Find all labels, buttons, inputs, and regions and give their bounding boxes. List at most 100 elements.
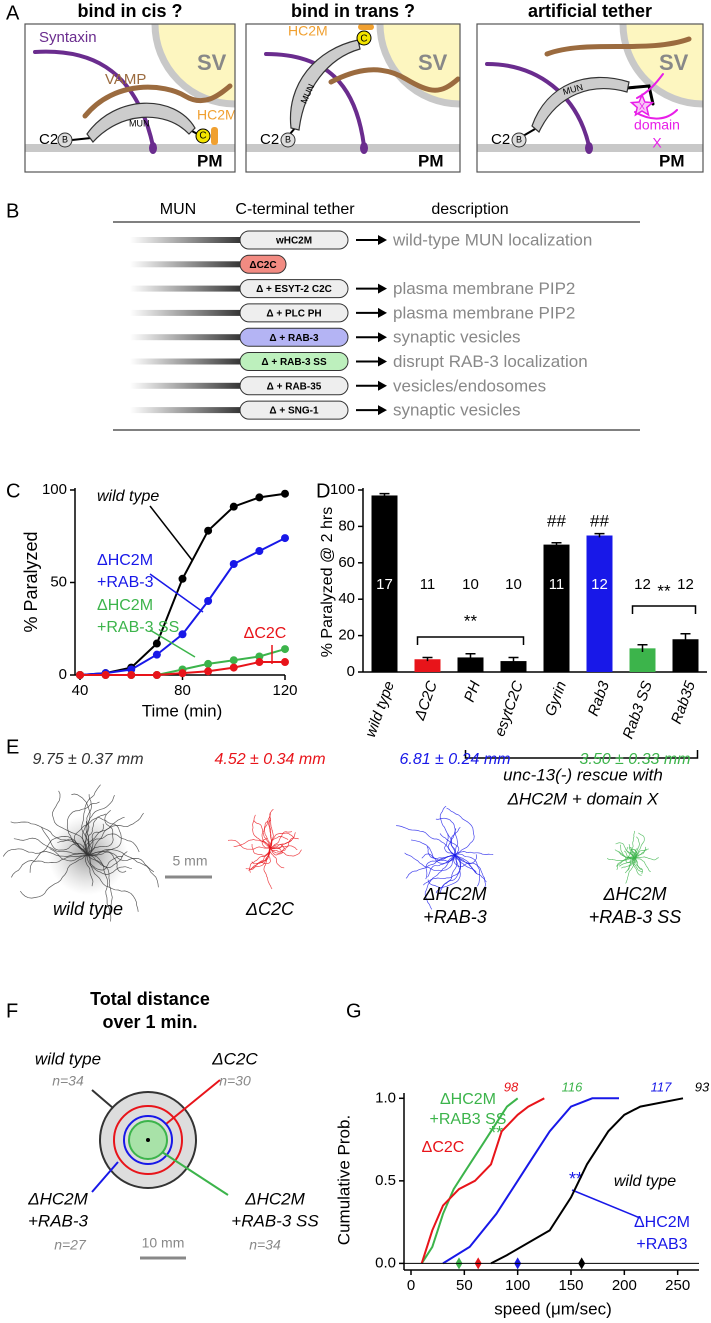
n-label: 10 (462, 576, 479, 593)
series-label: +RAB-3 (97, 574, 154, 591)
error-bar (465, 653, 476, 662)
y-tick-label: 50 (50, 573, 67, 590)
group-label: ΔHC2M (602, 884, 666, 904)
track (631, 830, 636, 859)
data-point (204, 659, 213, 668)
synaptic-vesicle (376, 24, 460, 108)
data-point (178, 574, 187, 583)
data-point (127, 671, 136, 679)
diagram-label: SV (197, 50, 227, 75)
tether-pill (239, 303, 349, 323)
x-tick-label: Rab3 SS (619, 679, 656, 741)
syntaxin-anchor (149, 142, 157, 154)
diagram-label: PM (418, 151, 444, 170)
track (435, 854, 462, 894)
error-bar (379, 492, 390, 498)
panel-label: D (316, 480, 330, 502)
series-label: ΔHC2M (97, 552, 153, 569)
track (20, 854, 89, 899)
x-axis-label: Time (min) (142, 701, 223, 720)
series-line (490, 1097, 684, 1265)
diagram-label: C (360, 34, 367, 45)
tether-label: Δ + RAB-3 (269, 333, 319, 344)
x-tick-label: 120 (272, 682, 297, 699)
series-label: ΔC2C (244, 625, 287, 642)
label-connector (165, 1079, 221, 1125)
tether-label: Δ + RAB-35 (267, 381, 322, 392)
track (253, 820, 271, 849)
diagram-label: VAMP (105, 71, 146, 88)
error-bar (422, 656, 433, 662)
x-axis-label: speed (μm/sec) (494, 1299, 612, 1318)
track (633, 858, 643, 873)
data-point (281, 645, 289, 654)
n-label: 93 (695, 1079, 710, 1094)
annotation: ** (657, 581, 671, 600)
diagram-label: HC2M (288, 23, 328, 39)
scale-label: 10 mm (142, 1235, 185, 1251)
track (454, 851, 494, 856)
data-point (204, 597, 213, 605)
bar (414, 659, 441, 672)
box-title: bind in trans ? (291, 1, 415, 21)
track (411, 839, 456, 864)
label-connector (91, 1089, 114, 1109)
y-axis-label: Cumulative Prob. (334, 1115, 353, 1245)
x-tick-label: 50 (456, 1277, 473, 1294)
track (248, 847, 271, 871)
track (52, 790, 89, 856)
n-label: n=30 (219, 1073, 251, 1089)
panel-label: G (346, 1000, 362, 1022)
y-axis-label: % Paralyzed @ 2 hrs (319, 507, 336, 658)
arrow-head (378, 307, 387, 318)
error-bar (551, 542, 562, 547)
track (439, 833, 460, 856)
mun-gradient (130, 309, 242, 316)
track (87, 849, 159, 888)
y-tick-label: 80 (338, 517, 355, 534)
diagram-label: domain (634, 117, 680, 133)
track (87, 854, 139, 912)
box-frame (245, 23, 461, 173)
diagram-box: Syntaxin VAMP MUN HC2M C C2 B SV PM (24, 23, 237, 173)
group-label: ΔC2C (245, 899, 295, 919)
y-tick-label: 20 (338, 627, 355, 644)
track (269, 836, 289, 849)
error-bar (594, 532, 605, 538)
diagram-label: Syntaxin (39, 29, 97, 46)
data-point (204, 667, 213, 676)
series-label: +RAB-3 SS (97, 619, 179, 636)
tether-label: Δ + PLC PH (266, 309, 321, 320)
n-label: 116 (562, 1079, 583, 1094)
y-tick-label: 100 (42, 481, 67, 498)
box-title: bind in cis ? (77, 1, 182, 21)
linker (522, 128, 536, 137)
vamp (544, 36, 692, 57)
x-tick-label: 40 (72, 682, 89, 699)
track (41, 826, 89, 856)
c-domain (195, 128, 211, 144)
track (81, 784, 101, 856)
track (614, 849, 635, 859)
diagram-label: HC2M (197, 107, 237, 123)
track (87, 850, 155, 873)
y-tick-label: 0.5 (375, 1172, 396, 1189)
mun-domain (86, 102, 196, 143)
series-line (420, 1097, 545, 1264)
note: unc-13(-) rescue with (503, 765, 663, 784)
series-line (442, 1097, 619, 1265)
diagram-label: C2 (491, 131, 510, 148)
track (632, 857, 642, 876)
bar (457, 657, 484, 672)
vamp (82, 83, 233, 119)
track (446, 807, 475, 856)
y-tick-label: 60 (338, 554, 355, 571)
description: synaptic vesicles (393, 328, 521, 347)
linker (71, 137, 92, 141)
box-title: artificial tether (528, 1, 652, 21)
mun-gradient (130, 407, 242, 414)
track (49, 848, 88, 862)
mun-gradient (130, 285, 242, 292)
